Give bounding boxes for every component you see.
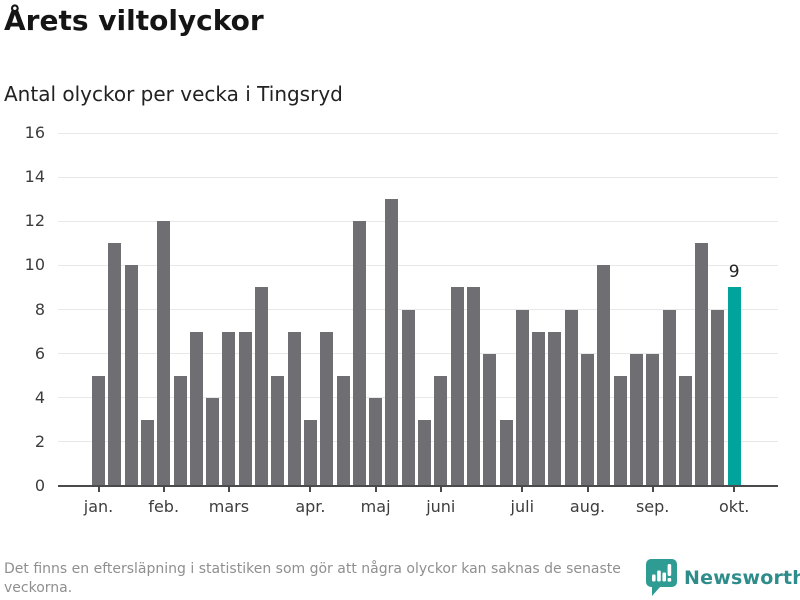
bar: [320, 331, 334, 486]
bar: [369, 397, 383, 487]
gridline: [58, 132, 778, 134]
gridline: [58, 176, 778, 178]
x-axis-label: maj: [360, 497, 391, 516]
bar: [515, 309, 529, 486]
bar-highlighted: [727, 287, 741, 486]
y-axis-label: 6: [34, 343, 45, 363]
gridline: [58, 353, 778, 355]
bar: [336, 375, 350, 486]
bar: [140, 419, 154, 486]
bar: [124, 265, 138, 486]
bar: [613, 375, 627, 486]
bar: [287, 331, 301, 486]
y-axis-label: 14: [24, 167, 45, 187]
bar: [629, 353, 643, 486]
bar: [157, 221, 171, 487]
x-axis-tick: [162, 487, 165, 492]
x-axis-label: feb.: [148, 497, 180, 516]
bar: [434, 375, 448, 486]
bar: [206, 397, 220, 487]
x-axis-tick: [97, 487, 100, 492]
newsworthy-logo-icon: [646, 559, 677, 596]
x-axis-label: apr.: [295, 497, 326, 516]
bar: [581, 353, 594, 486]
bar: [597, 265, 611, 486]
bar: [466, 287, 480, 486]
bar: [255, 287, 268, 486]
x-axis-label: mars: [208, 497, 250, 516]
bar: [303, 419, 317, 486]
bar: [646, 353, 660, 486]
y-axis-label: 16: [24, 123, 45, 142]
x-axis-tick: [439, 487, 442, 492]
x-axis-tick: [586, 487, 589, 492]
newsworthy-logo: Newsworthy: [646, 559, 800, 596]
x-axis-tick: [374, 487, 377, 492]
bar: [189, 331, 203, 486]
x-axis-tick: [651, 487, 654, 492]
x-axis-tick: [309, 487, 312, 492]
x-axis-label: jan.: [83, 497, 114, 516]
bar-value-label: 9: [728, 262, 740, 283]
bar: [418, 419, 431, 486]
y-axis-label: 12: [24, 211, 45, 231]
y-axis-label: 2: [34, 431, 45, 451]
bar: [92, 375, 105, 486]
gridline: [58, 220, 778, 222]
bar: [173, 375, 187, 486]
footer-note: Det finns en eftersläpning i statistiken…: [4, 561, 621, 596]
y-axis-label: 4: [34, 387, 45, 407]
gridline: [58, 397, 778, 399]
bar: [222, 331, 236, 486]
bar: [401, 309, 415, 486]
bar: [548, 331, 562, 486]
y-axis-label: 10: [24, 255, 45, 275]
bar: [483, 353, 497, 486]
bar: [662, 309, 676, 486]
x-axis-tick: [521, 487, 524, 492]
bar: [499, 419, 513, 486]
bar: [271, 375, 285, 486]
x-axis-tick: [227, 487, 230, 492]
bar: [564, 309, 578, 486]
x-axis-label: juli: [510, 497, 535, 516]
x-axis-label: sep.: [635, 497, 670, 516]
bar: [678, 375, 692, 486]
bar: [108, 243, 122, 486]
bar: [532, 331, 546, 486]
y-axis-label: 8: [34, 299, 45, 319]
gridline: [58, 264, 778, 266]
bar: [711, 309, 725, 486]
y-axis-label: 0: [34, 476, 45, 495]
chart-subtitle: Antal olyckor per vecka i Tingsryd: [4, 82, 343, 106]
gridline: [58, 309, 778, 310]
x-axis-label: aug.: [569, 497, 606, 516]
x-axis-line: [58, 485, 778, 487]
x-axis-label: juni: [426, 497, 456, 516]
chart-title: Årets viltolyckor: [4, 4, 264, 37]
newsworthy-logo-text: Newsworthy: [684, 566, 800, 589]
bar: [352, 221, 366, 487]
bar: [450, 287, 464, 486]
x-axis-tick: [733, 487, 736, 492]
bar: [695, 243, 709, 486]
bar: [385, 199, 399, 486]
x-axis-label: okt.: [718, 497, 750, 516]
bar: [238, 331, 252, 486]
